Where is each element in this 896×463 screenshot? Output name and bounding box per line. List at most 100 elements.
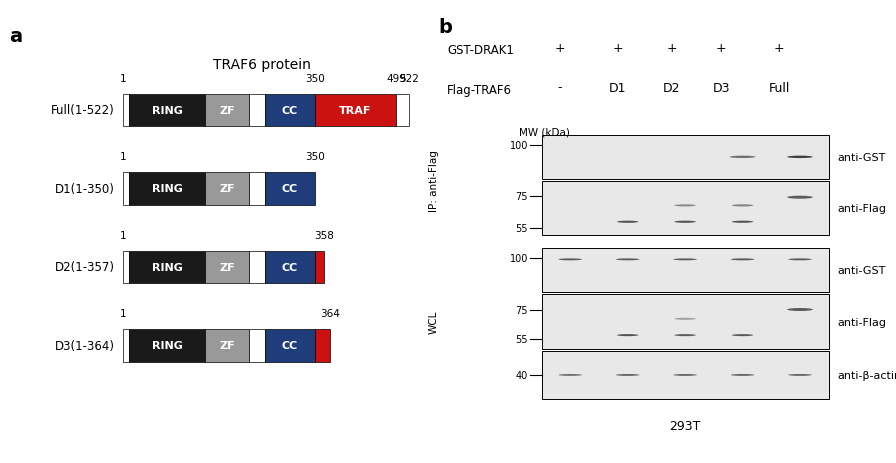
Text: RING: RING [151, 341, 183, 351]
FancyBboxPatch shape [249, 251, 265, 284]
FancyBboxPatch shape [314, 94, 396, 127]
Ellipse shape [675, 318, 696, 320]
Ellipse shape [731, 259, 754, 261]
Text: ZF: ZF [220, 263, 235, 272]
Text: MW (kDa): MW (kDa) [519, 127, 570, 137]
Ellipse shape [675, 205, 696, 207]
Ellipse shape [616, 259, 640, 261]
FancyBboxPatch shape [314, 329, 330, 362]
Text: Full: Full [769, 81, 790, 94]
Ellipse shape [617, 334, 639, 337]
Text: 522: 522 [399, 74, 418, 83]
Ellipse shape [787, 156, 813, 159]
FancyBboxPatch shape [205, 173, 249, 206]
Text: anti-GST: anti-GST [838, 152, 886, 163]
Text: RING: RING [151, 184, 183, 194]
Text: RING: RING [151, 106, 183, 116]
FancyBboxPatch shape [205, 94, 249, 127]
FancyBboxPatch shape [265, 94, 314, 127]
Text: RING: RING [151, 263, 183, 272]
FancyBboxPatch shape [541, 351, 829, 399]
Ellipse shape [731, 374, 754, 376]
Text: anti-GST: anti-GST [838, 266, 886, 275]
FancyBboxPatch shape [129, 251, 205, 284]
Text: D1: D1 [609, 81, 626, 94]
FancyBboxPatch shape [249, 329, 265, 362]
Text: anti-β-actin: anti-β-actin [838, 370, 896, 380]
Ellipse shape [617, 221, 639, 223]
FancyBboxPatch shape [123, 251, 129, 284]
Text: CC: CC [282, 341, 298, 351]
FancyBboxPatch shape [541, 136, 829, 179]
Ellipse shape [558, 374, 582, 376]
FancyBboxPatch shape [249, 94, 265, 127]
Ellipse shape [732, 205, 754, 207]
Text: CC: CC [282, 184, 298, 194]
Text: +: + [554, 42, 564, 55]
Text: +: + [667, 42, 677, 55]
FancyBboxPatch shape [123, 94, 129, 127]
FancyBboxPatch shape [129, 173, 205, 206]
Text: WCL: WCL [429, 310, 439, 333]
FancyBboxPatch shape [396, 94, 409, 127]
FancyBboxPatch shape [314, 251, 324, 284]
Text: 55: 55 [515, 334, 528, 344]
Text: 55: 55 [515, 223, 528, 233]
Ellipse shape [788, 259, 812, 261]
Text: 1: 1 [120, 308, 126, 319]
FancyBboxPatch shape [265, 173, 314, 206]
FancyBboxPatch shape [249, 173, 265, 206]
Text: 499: 499 [386, 74, 406, 83]
Ellipse shape [732, 334, 754, 337]
Text: D3: D3 [712, 81, 729, 94]
Text: 100: 100 [510, 141, 528, 151]
Text: 1: 1 [120, 74, 126, 83]
Text: Full(1-522): Full(1-522) [51, 104, 115, 117]
Text: +: + [716, 42, 727, 55]
Text: ZF: ZF [220, 341, 235, 351]
FancyBboxPatch shape [123, 329, 129, 362]
Text: 350: 350 [305, 152, 324, 162]
Ellipse shape [616, 374, 640, 376]
Text: 1: 1 [120, 230, 126, 240]
Ellipse shape [675, 221, 696, 223]
Ellipse shape [673, 374, 697, 376]
Text: a: a [9, 27, 22, 46]
Text: D3(1-364): D3(1-364) [55, 339, 115, 352]
Text: 364: 364 [320, 308, 340, 319]
Text: D2: D2 [663, 81, 680, 94]
Text: 75: 75 [515, 192, 528, 202]
Ellipse shape [558, 259, 582, 261]
FancyBboxPatch shape [205, 329, 249, 362]
Text: ZF: ZF [220, 184, 235, 194]
Ellipse shape [788, 374, 812, 376]
Text: 293T: 293T [669, 419, 701, 432]
Text: anti-Flag: anti-Flag [838, 317, 887, 327]
FancyBboxPatch shape [123, 173, 129, 206]
Ellipse shape [673, 259, 697, 261]
FancyBboxPatch shape [205, 251, 249, 284]
Text: +: + [774, 42, 785, 55]
FancyBboxPatch shape [541, 249, 829, 293]
Text: Flag-TRAF6: Flag-TRAF6 [447, 83, 513, 96]
Text: b: b [438, 18, 452, 37]
Ellipse shape [787, 196, 813, 199]
Text: CC: CC [282, 263, 298, 272]
FancyBboxPatch shape [265, 329, 314, 362]
Text: 40: 40 [516, 370, 528, 380]
Text: D2(1-357): D2(1-357) [55, 261, 115, 274]
Text: 1: 1 [120, 152, 126, 162]
FancyBboxPatch shape [265, 251, 314, 284]
Ellipse shape [729, 156, 755, 159]
Text: ZF: ZF [220, 106, 235, 116]
Text: IP: anti-Flag: IP: anti-Flag [429, 150, 439, 211]
Text: 358: 358 [314, 230, 334, 240]
Ellipse shape [675, 334, 696, 337]
Text: -: - [557, 81, 562, 94]
FancyBboxPatch shape [541, 294, 829, 349]
Text: 350: 350 [305, 74, 324, 83]
FancyBboxPatch shape [129, 329, 205, 362]
Text: GST-DRAK1: GST-DRAK1 [447, 44, 514, 57]
Text: CC: CC [282, 106, 298, 116]
Text: 75: 75 [515, 305, 528, 315]
